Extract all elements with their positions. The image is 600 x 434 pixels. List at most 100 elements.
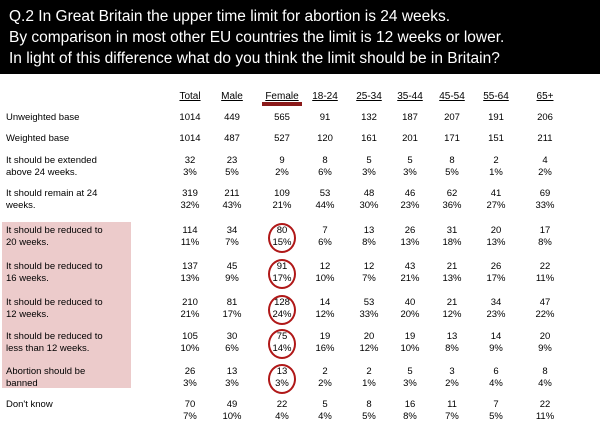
highlight-circle: [268, 223, 296, 253]
table-cell-count: 105: [182, 331, 198, 342]
table-cell-count: 26: [404, 225, 416, 236]
table-cell-count: 211: [224, 188, 240, 199]
table-cell-count: 187: [402, 112, 418, 123]
table-cell-count: 2: [366, 366, 372, 377]
table-cell-percent: 44%: [315, 200, 335, 211]
table-cell-percent: 13%: [400, 237, 420, 248]
table-cell-count: 19: [404, 331, 416, 342]
row-label: It should remain at 24: [6, 188, 98, 199]
table-cell-percent: 6%: [318, 167, 332, 178]
table-cell-count: 13: [446, 331, 458, 342]
table-cell-count: 114: [182, 225, 198, 236]
table-cell-percent: 13%: [180, 273, 200, 284]
table-cell-count: 319: [182, 188, 198, 199]
table-cell-percent: 12%: [315, 309, 335, 320]
table-cell-count: 81: [226, 297, 238, 308]
table-cell-count: 4: [542, 155, 548, 166]
table-cell-percent: 5%: [445, 167, 459, 178]
table-cell-percent: 30%: [359, 200, 379, 211]
table-cell-percent: 6%: [318, 237, 332, 248]
table-cell-percent: 8%: [445, 343, 459, 354]
row-label: It should be reduced to: [6, 225, 103, 236]
table-cell-count: 17: [539, 225, 551, 236]
table-cell-count: 26: [490, 261, 502, 272]
table-cell-count: 19: [319, 331, 331, 342]
table-cell-count: 7: [493, 399, 499, 410]
table-cell-count: 3: [449, 366, 455, 377]
table-cell-percent: 5%: [362, 411, 376, 422]
table-cell-count: 206: [537, 112, 553, 123]
table-cell-count: 48: [363, 188, 375, 199]
table-cell-count: 22: [276, 399, 288, 410]
table-cell-percent: 11%: [180, 237, 200, 248]
table-cell-count: 132: [361, 112, 377, 123]
row-label: Don't know: [6, 399, 53, 410]
table-cell-count: 12: [363, 261, 375, 272]
table-cell-count: 151: [488, 133, 504, 144]
female-column-marker: [262, 102, 302, 106]
row-label: It should be reduced to: [6, 261, 103, 272]
table-cell-count: 2: [493, 155, 499, 166]
table-cell-count: 12: [319, 261, 331, 272]
highlight-circle: [268, 259, 296, 289]
table-cell-count: 191: [488, 112, 504, 123]
table-cell-count: 14: [319, 297, 331, 308]
table-cell-percent: 3%: [183, 378, 197, 389]
table-cell-count: 53: [363, 297, 375, 308]
row-label-cont: 16 weeks.: [6, 273, 49, 284]
row-label-cont: weeks.: [6, 200, 36, 211]
table-cell-count: 20: [490, 225, 502, 236]
row-label-cont: less than 12 weeks.: [6, 343, 90, 354]
table-cell-percent: 33%: [535, 200, 555, 211]
highlight-circle: [268, 295, 296, 325]
table-cell-percent: 2%: [445, 378, 459, 389]
column-header-25-34: 25-34: [356, 91, 382, 102]
table-cell-count: 6: [493, 366, 499, 377]
table-cell-count: 13: [226, 366, 238, 377]
table-cell-count: 21: [446, 297, 458, 308]
table-cell-count: 109: [274, 188, 290, 199]
table-cell-percent: 27%: [486, 200, 506, 211]
table-cell-percent: 12%: [359, 343, 379, 354]
table-cell-count: 21: [446, 261, 458, 272]
table-cell-percent: 20%: [400, 309, 420, 320]
question-line-2: By comparison in most other EU countries…: [9, 29, 505, 46]
highlight-circle: [268, 364, 296, 394]
table-cell-count: 5: [407, 155, 413, 166]
table-cell-percent: 5%: [489, 411, 503, 422]
table-cell-percent: 17%: [486, 273, 506, 284]
table-cell-percent: 9%: [489, 343, 503, 354]
table-cell-count: 120: [317, 133, 333, 144]
table-cell-count: 201: [402, 133, 418, 144]
table-cell-count: 5: [407, 366, 413, 377]
table-cell-count: 13: [363, 225, 375, 236]
question-line-3: In light of this difference what do you …: [9, 50, 500, 67]
table-cell-count: 14: [490, 331, 502, 342]
table-cell-percent: 10%: [180, 343, 200, 354]
table-cell-percent: 11%: [535, 411, 555, 422]
table-cell-percent: 36%: [442, 200, 462, 211]
table-cell-count: 23: [226, 155, 238, 166]
table-cell-percent: 2%: [538, 167, 552, 178]
table-cell-count: 49: [226, 399, 238, 410]
table-cell-count: 70: [184, 399, 196, 410]
question-header: Q.2 In Great Britain the upper time limi…: [0, 0, 600, 74]
table-cell-count: 8: [449, 155, 455, 166]
table-cell-percent: 21%: [400, 273, 420, 284]
table-cell-percent: 3%: [183, 167, 197, 178]
table-cell-percent: 17%: [222, 309, 242, 320]
table-cell-count: 91: [319, 112, 331, 123]
table-cell-count: 16: [404, 399, 416, 410]
table-cell-count: 449: [224, 112, 240, 123]
row-label-cont: banned: [6, 378, 38, 389]
column-header-35-44: 35-44: [397, 91, 423, 102]
table-cell-count: 62: [446, 188, 458, 199]
table-cell-count: 22: [539, 399, 551, 410]
table-cell-count: 40: [404, 297, 416, 308]
table-cell-percent: 2%: [318, 378, 332, 389]
table-cell-count: 26: [184, 366, 196, 377]
column-header-female: Female: [265, 91, 299, 102]
column-header-male: Male: [221, 91, 243, 102]
table-cell-percent: 21%: [180, 309, 200, 320]
table-cell-count: 20: [363, 331, 375, 342]
